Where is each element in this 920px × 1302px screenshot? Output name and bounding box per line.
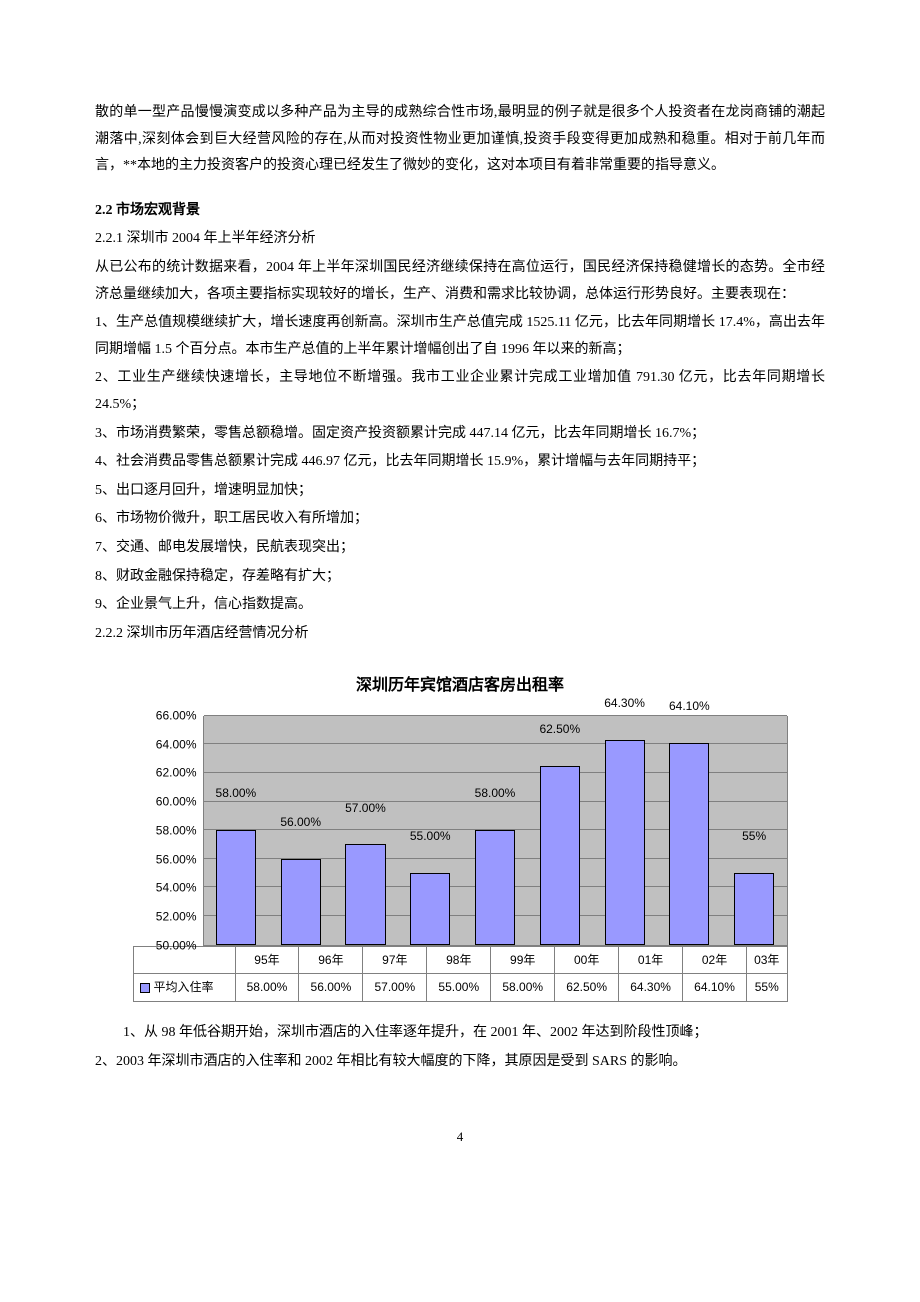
post-chart-paragraph: 2、2003 年深圳市酒店的入住率和 2002 年相比有较大幅度的下降，其原因是… — [95, 1049, 825, 1076]
x-category-cell: 98年 — [427, 946, 491, 974]
x-value-cell: 58.00% — [491, 974, 555, 1002]
bar-value-label: 57.00% — [345, 797, 386, 820]
x-category-cell: 01年 — [619, 946, 683, 974]
bar — [410, 873, 450, 945]
bar — [605, 740, 645, 945]
list-item: 6、市场物价微升，职工居民收入有所增加； — [95, 506, 825, 533]
bar-slot: 55.00% — [398, 716, 463, 945]
bar-slot: 64.10% — [657, 716, 722, 945]
bar — [281, 859, 321, 945]
legend-swatch-icon — [140, 983, 150, 993]
bar-slot: 56.00% — [268, 716, 333, 945]
x-value-cell: 64.30% — [619, 974, 683, 1002]
bar-slot: 58.00% — [204, 716, 269, 945]
occupancy-chart: 50.00%52.00%54.00%56.00%58.00%60.00%62.0… — [133, 716, 788, 1003]
y-tick-label: 50.00% — [156, 934, 197, 957]
legend-cell: 平均入住率 — [133, 974, 235, 1002]
bar-value-label: 55.00% — [410, 826, 451, 849]
bar — [540, 766, 580, 945]
chart-y-axis: 50.00%52.00%54.00%56.00%58.00%60.00%62.0… — [133, 716, 203, 946]
y-tick-label: 66.00% — [156, 704, 197, 727]
x-value-cell: 55.00% — [427, 974, 491, 1002]
x-category-cell: 96年 — [299, 946, 363, 974]
chart-data-table: 95年96年97年98年99年00年01年02年03年 平均入住率 58.00%… — [133, 946, 788, 1003]
x-value-cell: 62.50% — [555, 974, 619, 1002]
x-category-cell: 03年 — [747, 946, 788, 974]
bar-value-label: 62.50% — [539, 718, 580, 741]
bar-slot: 64.30% — [592, 716, 657, 945]
y-tick-label: 64.00% — [156, 733, 197, 756]
bar-value-label: 58.00% — [475, 783, 516, 806]
x-value-cell: 56.00% — [299, 974, 363, 1002]
bar — [669, 743, 709, 945]
bar-slot: 62.50% — [527, 716, 592, 945]
list-item: 8、财政金融保持稳定，存差略有扩大； — [95, 564, 825, 591]
list-item: 9、企业景气上升，信心指数提高。 — [95, 592, 825, 619]
x-value-cell: 64.10% — [683, 974, 747, 1002]
bar — [475, 830, 515, 945]
page-number: 4 — [95, 1125, 825, 1150]
bar-value-label: 64.10% — [669, 695, 710, 718]
bar-slot: 55% — [722, 716, 787, 945]
sub-2-2-1-intro: 从已公布的统计数据来看，2004 年上半年深圳国民经济继续保持在高位运行，国民经… — [95, 255, 825, 308]
post-chart-paragraph: 1、从 98 年低谷期开始，深圳市酒店的入住率逐年提升，在 2001 年、200… — [95, 1020, 825, 1047]
sub-2-2-1-heading: 2.2.1 深圳市 2004 年上半年经济分析 — [95, 226, 825, 253]
y-tick-label: 60.00% — [156, 791, 197, 814]
x-category-cell: 99年 — [491, 946, 555, 974]
y-tick-label: 54.00% — [156, 877, 197, 900]
y-tick-label: 56.00% — [156, 848, 197, 871]
y-tick-label: 62.00% — [156, 762, 197, 785]
section-2-2-heading: 2.2 市场宏观背景 — [95, 198, 825, 225]
y-tick-label: 58.00% — [156, 819, 197, 842]
list-item: 1、生产总值规模继续扩大，增长速度再创新高。深圳市生产总值完成 1525.11 … — [95, 310, 825, 363]
list-item: 3、市场消费繁荣，零售总额稳增。固定资产投资额累计完成 447.14 亿元，比去… — [95, 421, 825, 448]
chart-plot-area: 58.00% 56.00% 57.00% 55.00% 58.00% 62.50% 64.3… — [203, 716, 788, 946]
x-category-cell: 97年 — [363, 946, 427, 974]
list-item: 5、出口逐月回升，增速明显加快； — [95, 478, 825, 505]
list-item: 2、工业生产继续快速增长，主导地位不断增强。我市工业企业累计完成工业增加值 79… — [95, 365, 825, 418]
x-category-cell: 00年 — [555, 946, 619, 974]
x-category-cell: 95年 — [235, 946, 299, 974]
bar-value-label: 55% — [742, 826, 766, 849]
bar-slot: 58.00% — [463, 716, 528, 945]
legend-label: 平均入住率 — [154, 980, 214, 994]
y-tick-label: 52.00% — [156, 906, 197, 929]
list-item: 4、社会消费品零售总额累计完成 446.97 亿元，比去年同期增长 15.9%，… — [95, 449, 825, 476]
chart-title: 深圳历年宾馆酒店客房出租率 — [95, 671, 825, 701]
bar-value-label: 58.00% — [216, 783, 257, 806]
x-value-cell: 57.00% — [363, 974, 427, 1002]
bar — [734, 873, 774, 945]
x-value-cell: 58.00% — [235, 974, 299, 1002]
bar-slot: 57.00% — [333, 716, 398, 945]
bar-value-label: 56.00% — [280, 811, 321, 834]
list-item: 7、交通、邮电发展增快，民航表现突出； — [95, 535, 825, 562]
x-category-cell: 02年 — [683, 946, 747, 974]
bar-value-label: 64.30% — [604, 692, 645, 715]
bar — [345, 844, 385, 944]
bar — [216, 830, 256, 945]
sub-2-2-2-heading: 2.2.2 深圳市历年酒店经营情况分析 — [95, 621, 825, 648]
x-value-cell: 55% — [747, 974, 788, 1002]
intro-paragraph: 散的单一型产品慢慢演变成以多种产品为主导的成熟综合性市场,最明显的例子就是很多个… — [95, 100, 825, 180]
